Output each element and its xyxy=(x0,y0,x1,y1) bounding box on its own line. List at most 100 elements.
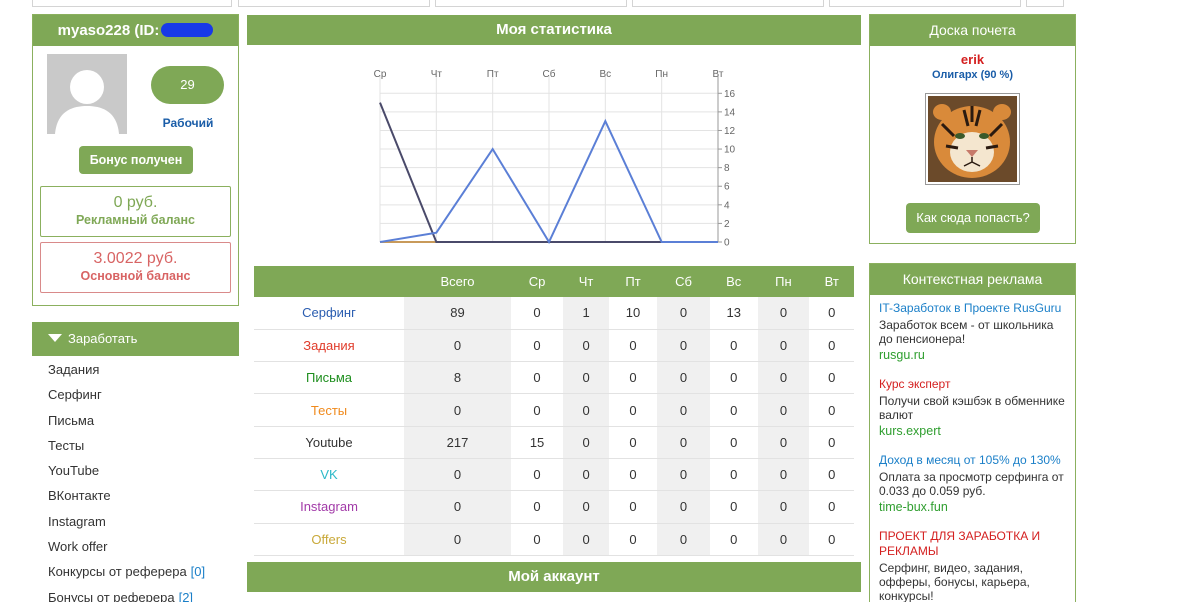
earn-menu-item[interactable]: Конкурсы от реферера [0] xyxy=(48,561,238,586)
profile-header: myaso228 (ID: xyxy=(33,15,238,46)
level-label: Рабочий xyxy=(162,116,214,130)
stats-cell: 0 xyxy=(609,361,658,395)
stats-cell: 0 xyxy=(563,426,610,459)
honor-user-avatar[interactable] xyxy=(925,93,1020,185)
ad-title[interactable]: ПРОЕКТ ДЛЯ ЗАРАБОТКА И РЕКЛАМЫ xyxy=(879,529,1041,558)
stats-row: Youtube 217 15 0 0 0 0 0 0 xyxy=(254,426,854,459)
stats-cell: 0 xyxy=(709,523,758,556)
stats-cell: 0 xyxy=(709,361,758,395)
earn-menu-item-count[interactable]: [0] xyxy=(190,564,206,580)
ad-item[interactable]: Курс эксперт Получи свой кэшбэк в обменни… xyxy=(870,377,1075,439)
stats-cell: 0 xyxy=(609,329,658,363)
earn-menu-item-label: Конкурсы от реферера xyxy=(48,564,187,580)
earn-menu-item[interactable]: ВКонтакте xyxy=(48,485,238,510)
ad-url[interactable]: rusgu.ru xyxy=(879,348,925,362)
earn-menu-item-label: YouTube xyxy=(48,463,100,479)
ad-url[interactable]: time-bux.fun xyxy=(879,500,948,514)
earn-menu-item[interactable]: Серфинг xyxy=(48,384,238,409)
stats-cell: 0 xyxy=(757,523,810,556)
stats-cell: 0 xyxy=(709,393,758,427)
earn-menu-item[interactable]: Work offer xyxy=(48,536,238,561)
stats-cell: 0 xyxy=(609,523,658,556)
ad-item[interactable]: ПРОЕКТ ДЛЯ ЗАРАБОТКА И РЕКЛАМЫ Серфинг, в… xyxy=(870,529,1075,602)
stats-cell: 0 xyxy=(657,297,710,330)
stats-row-name[interactable]: Instagram xyxy=(254,490,404,524)
honor-user-name[interactable]: erik xyxy=(960,52,985,67)
chart-x-tick-label: Сб xyxy=(543,68,556,80)
stats-row-name[interactable]: VK xyxy=(254,458,404,492)
chart-x-tick-label: Чт xyxy=(431,69,443,80)
stats-row-name[interactable]: Тесты xyxy=(254,393,404,427)
stats-row: Серфинг 89 0 1 10 0 13 0 0 xyxy=(254,297,854,330)
stats-row: Письма 8 0 0 0 0 0 0 0 xyxy=(254,361,854,395)
ad-title[interactable]: Курс эксперт xyxy=(879,377,951,391)
ad-title[interactable]: IT-Заработок в Проекте RusGuru xyxy=(879,301,1062,315)
stats-cell: 0 xyxy=(809,297,854,330)
caret-down-icon xyxy=(48,334,62,342)
earn-menu-item-label: Задания xyxy=(48,362,100,377)
main-balance-box[interactable]: 3.0022 руб. Основной баланс xyxy=(40,242,231,293)
stats-cell: 0 xyxy=(609,458,658,492)
stats-cell: 0 xyxy=(709,458,758,492)
stats-header-cell: Ср xyxy=(510,266,564,297)
earn-menu-item[interactable]: YouTube xyxy=(48,460,238,485)
earn-menu-item[interactable]: Задания xyxy=(48,359,238,384)
stats-table: Всего Ср Чт Пт Сб Вс Пн Вт Серфинг 89 0 1 10 0 13 0 0 За… xyxy=(254,266,854,556)
earn-menu-item-label: Серфинг xyxy=(48,387,102,403)
stats-cell: 89 xyxy=(404,297,511,330)
ad-description: Заработок всем - от школьника до пенсион… xyxy=(879,318,1054,346)
stats-cell: 0 xyxy=(510,523,564,556)
stats-row-name[interactable]: Youtube xyxy=(254,426,404,459)
ad-item[interactable]: Доход в месяц от 105% до 130% Оплата за п… xyxy=(870,453,1075,515)
stats-row-name[interactable]: Задания xyxy=(254,329,404,363)
stats-row-name[interactable]: Offers xyxy=(254,523,404,556)
earn-menu-item[interactable]: Бонусы от реферера [2] xyxy=(48,587,238,602)
earn-menu-item-label: Письма xyxy=(48,412,95,428)
stats-cell: 0 xyxy=(757,297,810,330)
avatar[interactable] xyxy=(47,54,127,134)
earn-menu-item-count[interactable]: [2] xyxy=(178,589,194,602)
chart-x-tick-label: Ср xyxy=(374,69,387,80)
level-badge: 29 xyxy=(151,66,224,104)
stats-cell: 1 xyxy=(563,297,610,330)
stats-cell: 0 xyxy=(609,490,658,524)
earn-menu-item[interactable]: Instagram xyxy=(48,511,238,536)
user-silhouette-icon xyxy=(47,54,127,134)
ad-title[interactable]: Доход в месяц от 105% до 130% xyxy=(879,453,1061,467)
context-ads-panel: Контекстная реклама IT-Заработок в Проек… xyxy=(869,263,1076,602)
ad-url[interactable]: kurs.expert xyxy=(879,424,941,438)
stats-cell: 0 xyxy=(404,393,511,427)
chart-x-tick-label: Вт xyxy=(713,69,724,80)
stats-row-name[interactable]: Письма xyxy=(254,361,404,395)
stats-cell: 0 xyxy=(809,426,854,459)
earn-menu-item[interactable]: Письма xyxy=(48,410,238,435)
bonus-button[interactable]: Бонус получен xyxy=(79,146,193,174)
earn-menu-header[interactable]: Заработать xyxy=(32,322,239,356)
chart-y-tick-label: 4 xyxy=(724,200,730,211)
chart-y-tick-label: 10 xyxy=(724,145,736,156)
stats-title: Моя статистика xyxy=(247,15,861,45)
stats-cell: 0 xyxy=(563,458,610,492)
ad-item[interactable]: IT-Заработок в Проекте RusGuru Заработок … xyxy=(870,301,1075,363)
stats-header-cell xyxy=(254,266,404,297)
ad-balance-box[interactable]: 0 руб. Рекламный баланс xyxy=(40,186,231,237)
stats-cell: 0 xyxy=(609,426,658,459)
stats-row-name[interactable]: Серфинг xyxy=(254,297,404,330)
stats-cell: 0 xyxy=(757,393,810,427)
stats-cell: 0 xyxy=(757,361,810,395)
chart-y-tick-label: 0 xyxy=(724,238,730,249)
how-to-get-here-button[interactable]: Как сюда попасть? xyxy=(906,203,1040,233)
chart-x-tick-label: Пт xyxy=(487,69,499,80)
earn-menu-title: Заработать xyxy=(68,331,138,346)
stats-cell: 0 xyxy=(657,393,710,427)
stats-cell: 0 xyxy=(563,393,610,427)
stats-cell: 0 xyxy=(809,361,854,395)
stats-cell: 13 xyxy=(709,297,758,330)
ad-balance-amount: 0 руб. xyxy=(113,194,158,211)
earn-menu-item[interactable]: Тесты xyxy=(48,435,238,460)
stats-cell: 0 xyxy=(709,426,758,459)
stats-cell: 0 xyxy=(563,329,610,363)
stats-cell: 0 xyxy=(563,361,610,395)
stats-cell: 0 xyxy=(609,393,658,427)
stats-cell: 217 xyxy=(404,426,511,459)
